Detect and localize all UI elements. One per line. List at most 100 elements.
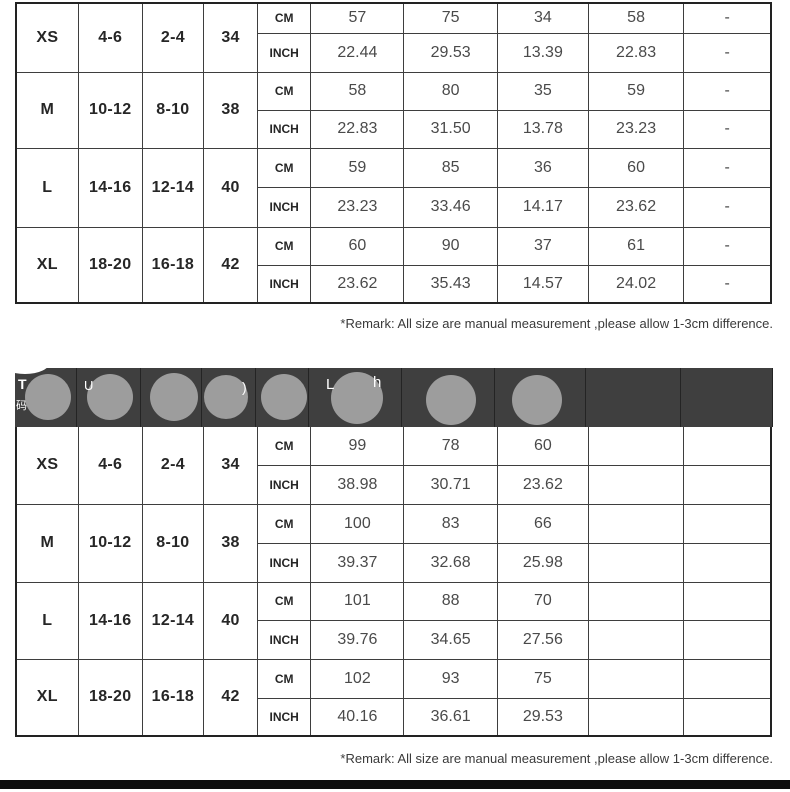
table-row: INCH 40.16 36.61 29.53 <box>16 697 772 737</box>
value-cell: - <box>683 186 772 228</box>
value-cell: - <box>683 226 772 266</box>
eu-size: 38 <box>202 71 259 149</box>
table-row: INCH 22.44 29.53 13.39 22.83 - <box>16 32 772 73</box>
value-cell: 36.61 <box>403 697 498 737</box>
value-cell <box>587 464 685 505</box>
value-cell: 35.43 <box>403 264 498 304</box>
unit-cm-label: CM <box>257 425 312 466</box>
value-cell: 22.83 <box>310 109 405 149</box>
value-cell: 60 <box>587 147 685 188</box>
value-cell: 40.16 <box>310 697 405 737</box>
value-cell: 80 <box>403 71 498 111</box>
value-cell: 61 <box>587 226 685 266</box>
value-cell: 35 <box>496 71 589 111</box>
blur-circle <box>512 375 562 425</box>
value-cell: 31.50 <box>403 109 498 149</box>
eu-size: 42 <box>202 658 259 737</box>
blur-circle <box>25 374 71 420</box>
value-cell: 30.71 <box>403 464 498 505</box>
uk-size: 16-18 <box>141 658 204 737</box>
value-cell: 93 <box>403 658 498 699</box>
header-cell-us <box>77 368 141 427</box>
value-cell: 13.39 <box>496 32 589 73</box>
us-size: 10-12 <box>77 71 143 149</box>
eu-size: 34 <box>202 2 259 73</box>
value-cell: 58 <box>587 2 685 34</box>
eu-size: 38 <box>202 503 259 583</box>
value-cell: - <box>683 32 772 73</box>
table-row: INCH 23.23 33.46 14.17 23.62 - <box>16 186 772 228</box>
blur-circle <box>87 374 133 420</box>
value-cell <box>587 503 685 544</box>
value-cell: 37 <box>496 226 589 266</box>
value-cell: 29.53 <box>403 32 498 73</box>
unit-inch-label: INCH <box>257 109 312 149</box>
table-row: L 14-16 12-14 40 CM 101 88 70 <box>15 581 772 660</box>
unit-inch-label: INCH <box>257 32 312 73</box>
unit-cm-label: CM <box>257 2 312 34</box>
unit-inch-label: INCH <box>257 186 312 228</box>
value-cell <box>587 425 685 466</box>
us-size: 10-12 <box>77 503 143 583</box>
value-cell: 70 <box>496 581 589 621</box>
value-cell: 83 <box>403 503 498 544</box>
uk-size: 12-14 <box>141 147 204 228</box>
value-cell: - <box>683 147 772 188</box>
header-fragment: U <box>84 378 94 393</box>
header-cell-empty <box>586 368 681 427</box>
unit-inch-label: INCH <box>257 464 312 505</box>
header-fragment: T <box>18 376 27 392</box>
value-cell: - <box>683 109 772 149</box>
eu-size: 40 <box>202 581 259 660</box>
size-label: M <box>15 503 79 583</box>
unit-inch-label: INCH <box>257 619 312 660</box>
header-cell-size <box>15 368 77 427</box>
value-cell <box>683 619 772 660</box>
value-cell: 23.62 <box>587 186 685 228</box>
size-label: XS <box>15 2 79 73</box>
value-cell: 59 <box>310 147 405 188</box>
value-cell: 23.62 <box>310 264 405 304</box>
unit-cm-label: CM <box>257 581 312 621</box>
bottom-divider-bar <box>0 780 790 789</box>
table-row: M 10-12 8-10 38 CM 100 83 66 <box>15 503 772 583</box>
value-cell: 75 <box>496 658 589 699</box>
value-cell: 14.17 <box>496 186 589 228</box>
value-cell <box>587 619 685 660</box>
unit-cm-label: CM <box>257 503 312 544</box>
header-fragment: ) <box>242 379 247 395</box>
value-cell: 100 <box>310 503 405 544</box>
size-label: XL <box>15 658 79 737</box>
bottom-table-header: T 码 U ) L h <box>15 368 773 427</box>
unit-cm-label: CM <box>257 71 312 111</box>
value-cell: 23.62 <box>496 464 589 505</box>
header-cell-waist <box>495 368 586 427</box>
remark-note-top: *Remark: All size are manual measurement… <box>340 316 773 331</box>
value-cell: - <box>683 2 772 34</box>
value-cell: 101 <box>310 581 405 621</box>
size-label: XL <box>15 226 79 304</box>
header-fragment: 码 <box>16 400 27 412</box>
size-label: L <box>15 581 79 660</box>
header-cell-empty <box>681 368 773 427</box>
size-label: M <box>15 71 79 149</box>
us-size: 4-6 <box>77 425 143 505</box>
value-cell: 60 <box>310 226 405 266</box>
value-cell: 85 <box>403 147 498 188</box>
us-size: 4-6 <box>77 2 143 73</box>
value-cell: 24.02 <box>587 264 685 304</box>
header-fragment: L <box>326 376 335 393</box>
blur-circle <box>331 372 383 424</box>
value-cell <box>587 658 685 699</box>
us-size: 18-20 <box>77 658 143 737</box>
us-size: 14-16 <box>77 147 143 228</box>
table-row: INCH 39.37 32.68 25.98 <box>16 542 772 583</box>
value-cell: 23.23 <box>587 109 685 149</box>
value-cell: 99 <box>310 425 405 466</box>
value-cell <box>587 697 685 737</box>
white-notch <box>15 368 50 374</box>
uk-size: 2-4 <box>141 2 204 73</box>
unit-inch-label: INCH <box>257 264 312 304</box>
header-cell-length <box>309 368 402 427</box>
